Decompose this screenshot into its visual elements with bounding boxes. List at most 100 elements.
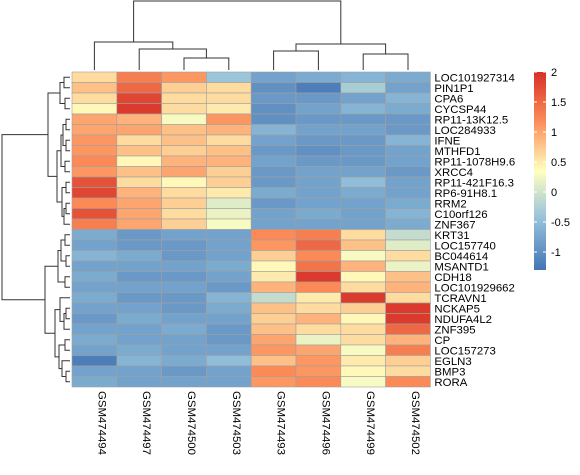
heatmap-cell: [206, 103, 252, 115]
color-legend: 2 1.5 1 0.5 0 -0.5 -1: [534, 67, 570, 270]
row-label: XRCC4: [434, 167, 473, 179]
row-label: LOC157740: [434, 240, 495, 252]
heatmap-cell: [206, 134, 252, 146]
heatmap-cell: [71, 218, 118, 230]
column-labels: GSM474494 GSM474497 GSM474500 GSM474503 GSM4…: [95, 391, 421, 455]
row-label: PIN1P1: [434, 83, 473, 95]
heatmap-cell: [250, 103, 297, 115]
heatmap-cell: [250, 281, 297, 293]
row-dendrogram-link: [65, 139, 70, 152]
heatmap-cell: [295, 145, 342, 157]
heatmap-cell: [206, 334, 252, 346]
heatmap-cell: [161, 92, 207, 104]
heatmap-cell: [116, 145, 162, 157]
heatmap-cell: [295, 113, 342, 125]
heatmap-cell: [295, 271, 342, 283]
heatmap-cell: [295, 313, 342, 325]
heatmap-cell: [206, 355, 252, 367]
heatmap-cell: [206, 71, 252, 83]
heatmap-cell: [295, 229, 342, 241]
heatmap-cell: [206, 302, 252, 314]
row-label: RRM2: [434, 198, 466, 210]
heatmap-cell: [250, 218, 297, 230]
row-label: BMP3: [434, 366, 465, 378]
heatmap-cell: [71, 260, 118, 272]
heatmap-cell: [385, 355, 431, 367]
heatmap-cell: [161, 71, 207, 83]
heatmap-cell: [340, 313, 386, 325]
heatmap-cell: [295, 292, 342, 304]
heatmap-cell: [116, 323, 162, 335]
heatmap-cell: [250, 365, 297, 377]
heatmap-cell: [116, 113, 162, 125]
heatmap-cell: [161, 103, 207, 115]
heatmap-cell: [206, 113, 252, 125]
heatmap-cell: [340, 292, 386, 304]
heatmap-cell: [340, 166, 386, 178]
heatmap-cell: [161, 365, 207, 377]
heatmap-cell: [116, 134, 162, 146]
heatmap-cell: [206, 155, 252, 167]
heatmap-cell: [116, 292, 162, 304]
heatmap-cell: [250, 250, 297, 262]
heatmap-cell: [116, 71, 162, 83]
heatmap-cell: [295, 92, 342, 104]
heatmap-cell: [385, 281, 431, 293]
heatmap-cell: [340, 365, 386, 377]
heatmap-cell: [385, 260, 431, 272]
heatmap-cell: [250, 292, 297, 304]
heatmap-cell: [385, 113, 431, 125]
heatmap-cell: [116, 229, 162, 241]
heatmap-cell: [340, 92, 386, 104]
heatmap-cell: [385, 271, 431, 283]
heatmap-cell: [161, 155, 207, 167]
heatmap-cell: [250, 145, 297, 157]
heatmap-cell: [116, 271, 162, 283]
heatmap-cell: [206, 82, 252, 94]
heatmap-cell: [340, 134, 386, 146]
heatmap-cell: [71, 323, 118, 335]
column-label: GSM474502: [409, 391, 421, 455]
heatmap-cell: [250, 71, 297, 83]
column-dendrogram-link: [138, 48, 207, 70]
row-label: RP11-1078H9.6: [434, 156, 515, 168]
legend-tick-label: -1: [551, 247, 561, 259]
heatmap-cell: [385, 134, 431, 146]
heatmap-cell: [161, 281, 207, 293]
heatmap-cell: [206, 323, 252, 335]
heatmap-cell: [206, 365, 252, 377]
row-dendrogram-link: [65, 118, 70, 131]
row-label: LOC284933: [434, 125, 495, 137]
heatmap-cell: [116, 334, 162, 346]
heatmap-cell: [161, 323, 207, 335]
heatmap-cell: [385, 302, 431, 314]
heatmap-cell: [161, 260, 207, 272]
heatmap-cell: [161, 376, 207, 388]
heatmap-cell: [206, 124, 252, 136]
heatmap-cell: [295, 155, 342, 167]
heatmap-cell: [295, 250, 342, 262]
heatmap-cell: [116, 355, 162, 367]
color-legend-ticks: 2 1.5 1 0.5 0 -0.5 -1: [534, 67, 570, 259]
heatmap-cell: [206, 197, 252, 209]
heatmap-cell: [116, 176, 162, 188]
heatmap-cell: [161, 176, 207, 188]
heatmap-cell: [161, 113, 207, 125]
heatmap-cell: [161, 344, 207, 356]
heatmap-cell: [250, 124, 297, 136]
heatmap-cell: [295, 323, 342, 335]
legend-tick-label: 2: [551, 67, 557, 79]
heatmap-cell: [161, 302, 207, 314]
heatmap-cell: [206, 218, 252, 230]
row-label: CDH18: [434, 272, 471, 284]
heatmap-cell: [340, 260, 386, 272]
row-dendrogram-link: [65, 202, 70, 215]
legend-tick-label: 0.5: [551, 157, 566, 169]
heatmap-cell: [385, 124, 431, 136]
column-label: GSM474494: [95, 391, 107, 455]
heatmap-cell: [71, 187, 118, 199]
legend-tick-label: 1: [551, 127, 557, 139]
heatmap-cell: [250, 197, 297, 209]
heatmap-cell: [116, 313, 162, 325]
